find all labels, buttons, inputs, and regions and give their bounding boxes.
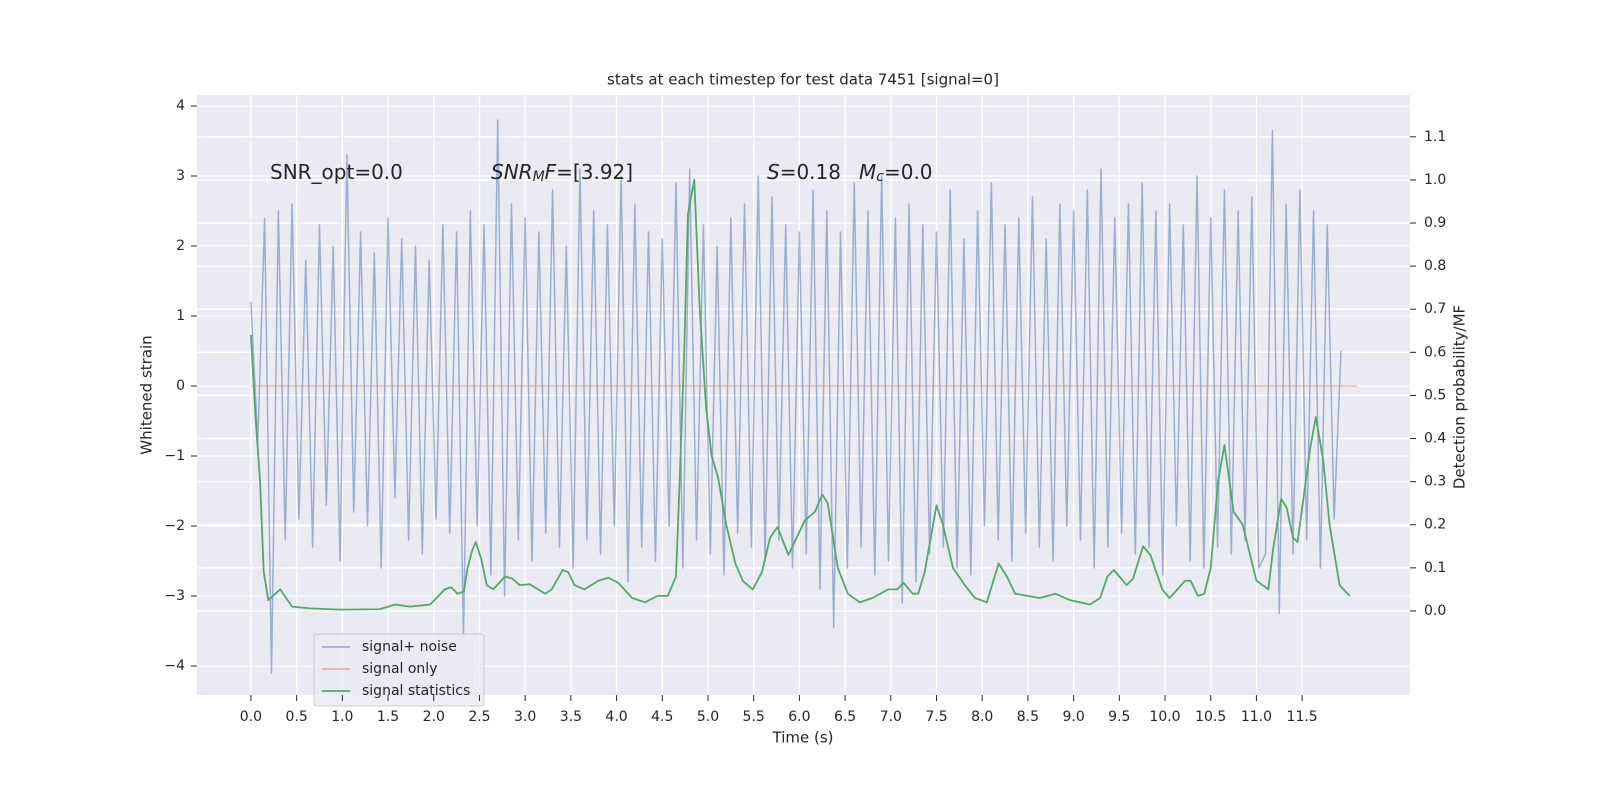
y2-tick-label: 0.7 bbox=[1424, 301, 1446, 317]
annotation: S=0.18 bbox=[767, 160, 841, 184]
legend: signal+ noise signal only signal statistic… bbox=[313, 633, 485, 707]
x-tick-label: 2.0 bbox=[423, 709, 445, 725]
annotation: Mc=0.0 bbox=[859, 160, 933, 185]
y2-tick-label: 0.2 bbox=[1424, 517, 1446, 533]
x-tick-label: 8.5 bbox=[1017, 709, 1039, 725]
y-tick-label: 4 bbox=[176, 98, 185, 114]
series-line bbox=[250, 179, 1351, 611]
annotation-part: c bbox=[876, 169, 884, 185]
y2-tick-label: 0.6 bbox=[1424, 344, 1446, 360]
annotation-part: SNR_opt=0.0 bbox=[270, 160, 403, 184]
x-tick-label: 10.0 bbox=[1149, 709, 1180, 725]
y2-axis-label: Detection probability/MF bbox=[1451, 305, 1469, 489]
annotation-part: =0.18 bbox=[780, 160, 841, 184]
y2-tick-label: 0.8 bbox=[1424, 258, 1446, 274]
y2-tick-label: 0.0 bbox=[1424, 603, 1446, 619]
y-tick-label: −3 bbox=[164, 588, 185, 604]
y2-tick-label: 0.5 bbox=[1424, 387, 1446, 403]
x-tick-label: 9.0 bbox=[1062, 709, 1084, 725]
x-tick-label: 6.5 bbox=[834, 709, 856, 725]
y2-tick-label: 0.4 bbox=[1424, 431, 1446, 447]
x-tick-label: 1.5 bbox=[377, 709, 399, 725]
grid bbox=[197, 95, 1410, 695]
y2-tick-label: 0.1 bbox=[1424, 560, 1446, 576]
y-tick-label: 3 bbox=[176, 168, 185, 184]
y-tick-label: 0 bbox=[176, 378, 185, 394]
x-tick-label: 1.0 bbox=[331, 709, 353, 725]
x-tick-label: 0.0 bbox=[240, 709, 262, 725]
x-tick-label: 9.5 bbox=[1108, 709, 1130, 725]
legend-label: signal+ noise bbox=[362, 639, 457, 655]
annotation-part: M bbox=[533, 169, 545, 185]
x-tick-label: 4.5 bbox=[651, 709, 673, 725]
legend-box bbox=[313, 633, 485, 707]
x-tick-label: 3.0 bbox=[514, 709, 536, 725]
y-tick-label: 1 bbox=[176, 308, 185, 324]
series-line bbox=[250, 119, 1342, 674]
x-tick-label: 10.5 bbox=[1195, 709, 1226, 725]
x-tick-label: 11.5 bbox=[1287, 709, 1318, 725]
x-tick-label: 2.5 bbox=[468, 709, 490, 725]
annotation-part: =0.0 bbox=[884, 160, 933, 184]
annotation-part: F bbox=[545, 160, 557, 184]
x-tick-label: 0.5 bbox=[286, 709, 308, 725]
y2-tick-label: 0.3 bbox=[1424, 474, 1446, 490]
y-axis-label: Whitened strain bbox=[138, 335, 156, 454]
annotation: SNR_opt=0.0 bbox=[270, 160, 403, 184]
x-tick-label: 5.5 bbox=[743, 709, 765, 725]
x-axis-label: Time (s) bbox=[772, 729, 834, 747]
legend-label: signal only bbox=[362, 661, 437, 677]
annotations: SNR_opt=0.0 SNRMF=[3.92] S=0.18 Mc=0.0 bbox=[270, 160, 933, 185]
annotation-part: S bbox=[767, 160, 780, 184]
x-tick-label: 7.5 bbox=[925, 709, 947, 725]
legend-label: signal statistics bbox=[362, 683, 470, 699]
x-tick-label: 11.0 bbox=[1241, 709, 1272, 725]
chart-title: stats at each timestep for test data 745… bbox=[607, 71, 999, 89]
annotation-part: M bbox=[859, 160, 876, 184]
x-tick-label: 3.5 bbox=[560, 709, 582, 725]
y2-tick-label: 0.9 bbox=[1424, 215, 1446, 231]
x-tick-label: 8.0 bbox=[971, 709, 993, 725]
x-tick-label: 4.0 bbox=[605, 709, 627, 725]
y-tick-label: −2 bbox=[164, 518, 185, 534]
x-tick-label: 6.0 bbox=[788, 709, 810, 725]
y-tick-label: 2 bbox=[176, 238, 185, 254]
annotation: SNRMF=[3.92] bbox=[491, 160, 633, 185]
y-tick-label: −4 bbox=[164, 658, 185, 674]
y-tick-label: −1 bbox=[164, 448, 185, 464]
x-tick-label: 7.0 bbox=[880, 709, 902, 725]
x-tick-label: 5.0 bbox=[697, 709, 719, 725]
annotation-part: =[3.92] bbox=[556, 160, 633, 184]
marks bbox=[250, 119, 1357, 674]
y2-tick-label: 1.1 bbox=[1424, 129, 1446, 145]
y2-tick-label: 1.0 bbox=[1424, 172, 1446, 188]
annotation-part: SNR bbox=[491, 160, 533, 184]
